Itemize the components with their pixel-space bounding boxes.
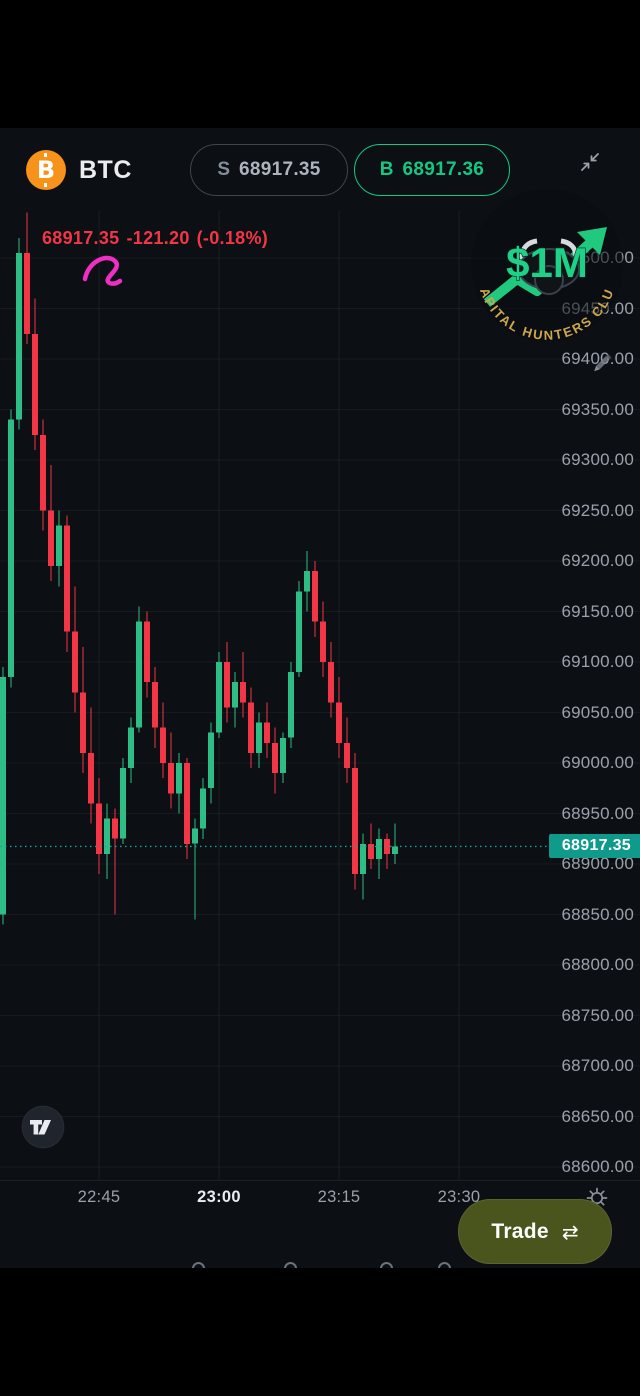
time-axis-label: 23:30 xyxy=(437,1188,481,1206)
price-axis-label: 69100.00 xyxy=(561,652,634,671)
bottom-toolbar-partial xyxy=(0,1260,640,1268)
sell-prefix: S xyxy=(217,159,231,180)
price-axis-label: 69450.00 xyxy=(561,299,634,318)
transfer-arrows-icon: ⇄ xyxy=(561,1219,579,1244)
btc-logo-icon: B xyxy=(26,150,66,190)
app-header: B BTC S 68917.35 B 68917.36 xyxy=(0,128,640,210)
current-price-tag: 68917.35 xyxy=(548,834,640,858)
collapse-chart-icon[interactable] xyxy=(578,150,602,174)
price-axis[interactable]: 69500.00 69450.00 69400.00 69350.00 69300.00… xyxy=(520,210,640,1180)
price-change-readout: 68917.35 -121.20 (-0.18%) xyxy=(42,228,275,249)
price-axis-label: 68750.00 xyxy=(561,1006,634,1025)
symbol-name: BTC xyxy=(79,155,132,184)
partial-toolbar-icon[interactable] xyxy=(438,1262,451,1268)
price-axis-label: 69300.00 xyxy=(561,450,634,469)
time-axis-label: 22:45 xyxy=(77,1188,121,1206)
buy-price: 68917.36 xyxy=(402,159,485,180)
price-axis-label: 69500.00 xyxy=(561,248,634,267)
price-axis-label: 69150.00 xyxy=(561,602,634,621)
buy-price-button[interactable]: B 68917.36 xyxy=(354,144,510,196)
trade-button[interactable]: Trade ⇄ xyxy=(458,1199,612,1264)
price-axis-label: 68650.00 xyxy=(561,1107,634,1126)
time-axis[interactable]: 22:45 23:00 23:15 23:30 xyxy=(0,1180,640,1217)
price-change-text: -121.20 xyxy=(126,228,190,248)
trading-app: B BTC S 68917.35 B 68917.36 68917.35 -121… xyxy=(0,128,640,1268)
price-axis-label: 69200.00 xyxy=(561,551,634,570)
partial-toolbar-icon[interactable] xyxy=(192,1262,205,1268)
trade-button-label: Trade xyxy=(491,1219,549,1243)
price-axis-label: 68700.00 xyxy=(561,1056,634,1075)
candlestick-chart[interactable] xyxy=(0,210,640,1180)
price-axis-label: 69050.00 xyxy=(561,703,634,722)
drawing-tool-pencil-icon[interactable] xyxy=(590,346,616,372)
price-axis-label: 68950.00 xyxy=(561,804,634,823)
partial-toolbar-icon[interactable] xyxy=(380,1262,393,1268)
price-change-percent: (-0.18%) xyxy=(196,228,269,248)
price-axis-label: 68800.00 xyxy=(561,955,634,974)
buy-prefix: B xyxy=(379,159,394,180)
price-axis-label: 69000.00 xyxy=(561,753,634,772)
price-axis-label: 69250.00 xyxy=(561,501,634,520)
price-axis-label: 68900.00 xyxy=(561,854,634,873)
time-axis-label: 23:15 xyxy=(317,1188,361,1206)
price-axis-label: 69400.00 xyxy=(561,349,634,368)
sell-price: 68917.35 xyxy=(239,159,321,180)
time-axis-label: 23:00 xyxy=(197,1188,241,1206)
tradingview-logo[interactable] xyxy=(21,1105,65,1149)
partial-toolbar-icon[interactable] xyxy=(284,1262,297,1268)
last-price-text: 68917.35 xyxy=(42,228,120,248)
price-axis-label: 69350.00 xyxy=(561,400,634,419)
symbol-block: B BTC xyxy=(26,150,132,190)
sell-price-button[interactable]: S 68917.35 xyxy=(190,144,348,196)
price-axis-label: 68600.00 xyxy=(561,1157,634,1176)
pink-scribble-annotation[interactable] xyxy=(80,248,144,296)
chart-area: 68917.35 -121.20 (-0.18%) 69500.00 69450.00… xyxy=(0,210,640,1180)
price-axis-label: 68850.00 xyxy=(561,905,634,924)
